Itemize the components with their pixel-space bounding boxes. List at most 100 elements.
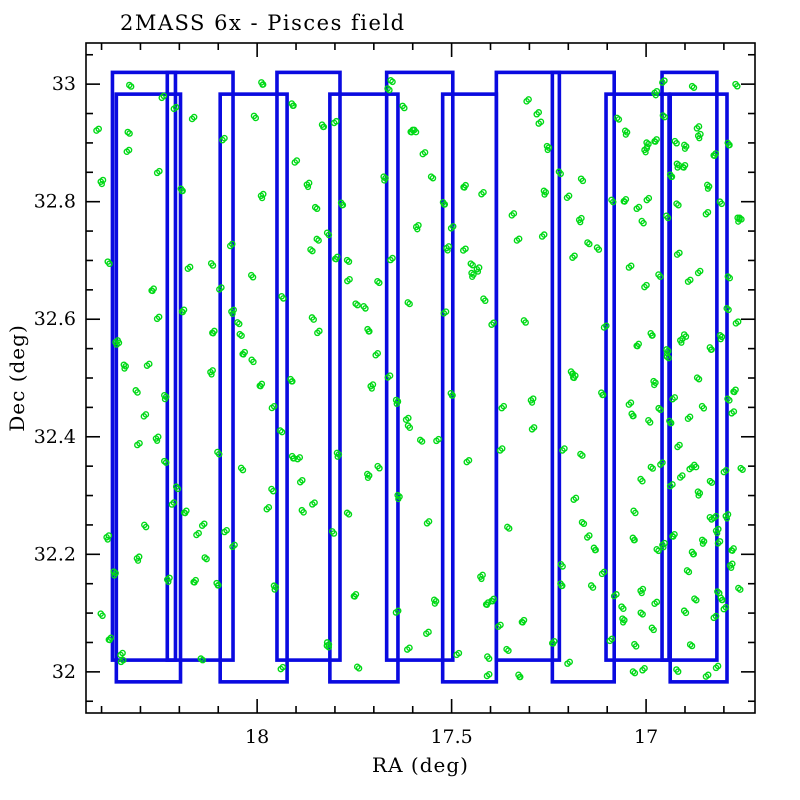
- source-marker: [669, 531, 678, 540]
- source-marker: [723, 305, 732, 314]
- source-marker: [268, 402, 278, 412]
- tile-outline: [660, 70, 719, 662]
- y-tick-label: 32.2: [34, 543, 76, 565]
- source-marker: [298, 506, 307, 516]
- source-marker: [459, 245, 469, 254]
- source-marker: [463, 457, 473, 466]
- source-marker: [404, 299, 413, 308]
- source-marker: [158, 92, 168, 102]
- source-marker: [117, 656, 127, 666]
- source-marker: [698, 536, 708, 547]
- source-marker: [728, 545, 737, 554]
- source-marker: [237, 464, 247, 474]
- source-marker: [710, 612, 720, 622]
- source-marker: [143, 360, 153, 369]
- tile-outline: [110, 70, 178, 662]
- tile-outline: [550, 70, 616, 684]
- source-marker: [712, 662, 722, 672]
- source-marker: [141, 521, 150, 531]
- source-marker: [528, 424, 538, 433]
- source-marker: [123, 146, 133, 156]
- source-marker: [720, 467, 730, 476]
- source-marker: [641, 281, 650, 291]
- source-marker: [440, 308, 450, 317]
- source-marker: [387, 76, 396, 86]
- source-marker: [716, 332, 726, 343]
- source-marker: [331, 253, 341, 263]
- x-tick-label: 17: [634, 726, 658, 748]
- tile-outline: [668, 92, 729, 684]
- source-marker: [190, 576, 199, 586]
- tile-outline: [218, 92, 289, 684]
- source-marker: [693, 374, 703, 383]
- source-marker: [722, 511, 732, 522]
- source-marker: [384, 372, 394, 381]
- source-marker: [732, 318, 742, 327]
- source-marker: [412, 221, 422, 233]
- source-marker: [639, 665, 648, 674]
- source-marker: [170, 103, 180, 113]
- source-marker: [498, 402, 508, 412]
- source-marker: [364, 325, 373, 335]
- source-marker: [569, 252, 578, 261]
- source-marker: [557, 580, 566, 590]
- y-tick-label: 33: [52, 73, 76, 95]
- source-marker: [683, 567, 693, 576]
- source-marker: [207, 260, 217, 269]
- source-marker: [735, 584, 744, 593]
- source-marker: [148, 285, 157, 295]
- source-marker: [178, 306, 188, 316]
- source-marker: [724, 395, 733, 404]
- source-marker: [353, 663, 363, 672]
- source-marker: [650, 377, 659, 389]
- source-marker: [384, 85, 393, 94]
- source-marker: [637, 475, 646, 485]
- source-marker: [630, 507, 639, 517]
- source-marker: [621, 127, 631, 138]
- source-marker: [250, 112, 260, 122]
- source-marker: [394, 491, 403, 503]
- source-marker: [263, 503, 273, 513]
- source-marker: [314, 327, 323, 337]
- source-marker: [533, 109, 543, 118]
- source-marker: [402, 414, 412, 424]
- source-marker: [610, 591, 620, 600]
- source-marker: [538, 231, 548, 240]
- source-marker: [270, 582, 280, 593]
- source-marker: [659, 539, 668, 551]
- source-marker: [637, 585, 647, 597]
- source-marker: [427, 173, 437, 182]
- source-marker: [105, 634, 115, 644]
- source-marker: [578, 518, 588, 528]
- source-marker: [198, 520, 208, 529]
- source-marker: [374, 277, 383, 287]
- source-marker: [343, 256, 353, 265]
- source-marker: [248, 271, 257, 281]
- tile-outline: [384, 70, 455, 662]
- source-marker: [669, 394, 679, 403]
- source-marker: [694, 267, 704, 277]
- tile-outline: [114, 92, 183, 684]
- source-marker: [480, 295, 489, 305]
- source-marker: [161, 392, 170, 403]
- source-marker: [714, 588, 723, 597]
- source-marker: [608, 196, 617, 206]
- source-marker: [403, 644, 413, 653]
- source-marker: [504, 523, 513, 532]
- source-marker: [515, 671, 524, 681]
- source-marker: [163, 574, 173, 586]
- source-marker: [628, 410, 637, 420]
- source-marker: [598, 389, 607, 399]
- source-marker: [688, 548, 697, 558]
- source-marker: [234, 319, 243, 328]
- source-marker: [399, 102, 408, 112]
- source-marker: [330, 117, 340, 127]
- source-marker: [598, 568, 608, 578]
- source-marker: [702, 671, 712, 680]
- source-marker: [152, 433, 162, 445]
- source-marker: [677, 335, 686, 346]
- source-marker: [433, 435, 442, 445]
- source-marker: [686, 641, 696, 650]
